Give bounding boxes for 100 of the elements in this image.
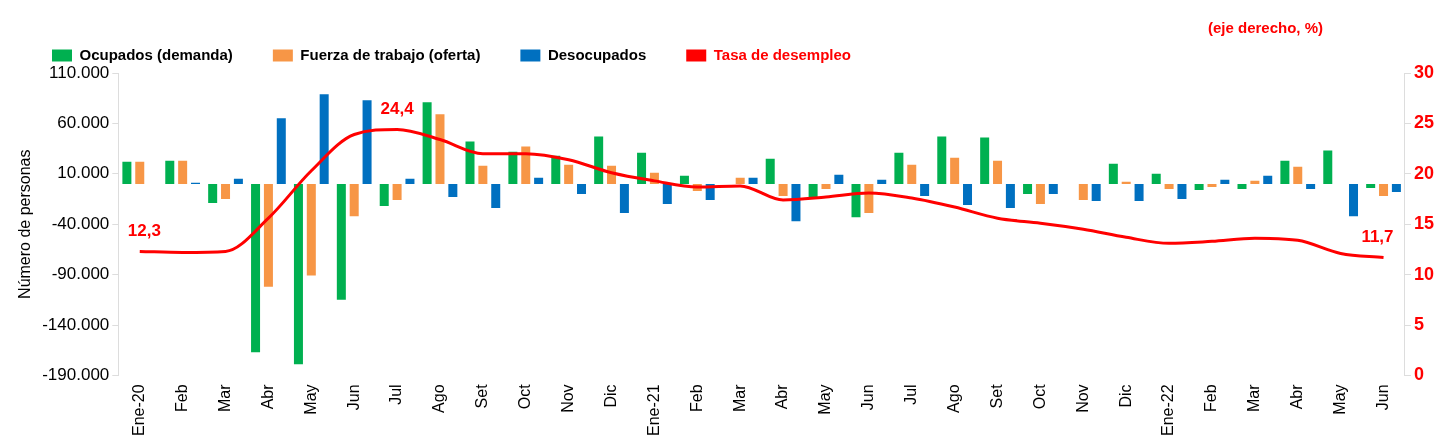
y-tick-label: 110.000	[49, 62, 110, 82]
text: (eje derecho, %)	[1208, 19, 1324, 36]
bar	[1108, 163, 1118, 184]
bar	[1379, 183, 1389, 196]
bar	[551, 155, 561, 184]
bar	[907, 164, 917, 184]
bar	[963, 183, 973, 206]
y2-tick-label: 15	[1413, 213, 1435, 234]
x-tick-label: Oct	[516, 383, 534, 410]
bar	[491, 183, 501, 209]
y2-tick-label: 25	[1413, 112, 1435, 133]
x-tick-label: Jul	[387, 384, 405, 405]
bar	[834, 174, 844, 184]
x-tick-label: Ene-22	[1159, 384, 1177, 436]
x-tick-label: Dic	[1116, 384, 1134, 408]
bar	[1078, 183, 1088, 201]
bar	[379, 183, 389, 207]
x-tick-label: Abr	[1288, 383, 1306, 410]
x-tick-label: Ago	[945, 384, 963, 413]
y2-tick-label: 10	[1413, 263, 1435, 284]
bar	[1121, 181, 1131, 184]
bar	[980, 137, 990, 184]
x-tick-label: Oct	[1030, 383, 1048, 410]
bar	[405, 178, 415, 184]
bar	[765, 158, 775, 184]
bar	[135, 161, 145, 184]
bar	[1091, 183, 1101, 202]
bar	[1250, 180, 1260, 184]
bar	[178, 160, 188, 184]
bar	[392, 183, 402, 201]
bar	[679, 175, 689, 184]
bar	[594, 136, 604, 184]
bar	[1023, 183, 1033, 194]
x-tick-label: Nov	[1073, 384, 1091, 413]
x-tick-label: Set	[987, 383, 1005, 409]
y-axis-title: Número de personas	[16, 149, 34, 299]
bar	[1323, 150, 1333, 184]
bar	[1293, 166, 1303, 184]
bar	[662, 183, 672, 205]
bar	[521, 146, 531, 184]
x-tick-label: Feb	[173, 384, 191, 412]
x-tick-label: May	[816, 384, 834, 415]
bar	[251, 183, 261, 353]
bar	[735, 177, 745, 184]
bar	[851, 183, 861, 218]
bar	[1349, 183, 1359, 217]
bar	[1177, 183, 1187, 199]
bar	[821, 183, 831, 189]
bar	[950, 157, 960, 184]
data-label: 11,7	[1361, 226, 1394, 246]
legend-label: Tasa de desempleo	[713, 45, 852, 63]
bar	[748, 177, 758, 184]
bar	[808, 183, 818, 198]
y-tick-label: -40.000	[51, 213, 110, 233]
data-label: 12,3	[127, 220, 161, 240]
bar	[233, 178, 243, 184]
bar	[1306, 183, 1316, 189]
bar	[208, 183, 218, 204]
bar	[306, 183, 316, 276]
y-tick-label: -90.000	[51, 264, 110, 284]
legend-label: Desocupados	[547, 45, 647, 63]
x-tick-label: Jul	[902, 384, 920, 405]
y2-tick-label: 5	[1413, 313, 1424, 334]
y2-tick-label: 20	[1413, 162, 1435, 183]
x-tick-label: Ene-20	[130, 384, 148, 436]
x-tick-label: Feb	[1202, 384, 1220, 412]
bar	[619, 183, 629, 214]
bar	[276, 118, 286, 184]
bar	[1207, 183, 1217, 187]
x-tick-label: Abr	[258, 383, 276, 410]
x-tick-label: Nov	[559, 384, 577, 413]
bar	[122, 161, 132, 184]
y2-tick-label: 0	[1413, 364, 1424, 385]
bar	[1237, 183, 1247, 189]
bar	[1366, 183, 1376, 188]
bar	[577, 183, 587, 194]
bar	[778, 183, 788, 196]
bar	[993, 160, 1003, 184]
bar	[1263, 175, 1273, 184]
bar	[1048, 183, 1058, 194]
x-tick-label: Ago	[430, 384, 448, 413]
x-tick-label: Jun	[859, 384, 877, 411]
x-tick-label: Feb	[687, 384, 705, 412]
x-tick-label: Set	[473, 383, 491, 409]
y-tick-label: 10.000	[57, 163, 110, 183]
bar	[448, 183, 458, 197]
bar	[165, 160, 175, 184]
bar	[435, 114, 445, 184]
x-tick-label: May	[1331, 384, 1349, 415]
x-tick-label: Mar	[730, 383, 748, 412]
bar	[1151, 173, 1161, 184]
bar	[564, 164, 574, 184]
bar	[1220, 179, 1230, 184]
bar	[319, 94, 329, 184]
x-tick-label: Abr	[773, 383, 791, 410]
y-tick-label: 60.000	[57, 113, 110, 133]
bar	[465, 141, 475, 184]
bar	[1005, 183, 1015, 209]
x-tick-label: May	[301, 384, 319, 415]
bar	[920, 183, 930, 196]
